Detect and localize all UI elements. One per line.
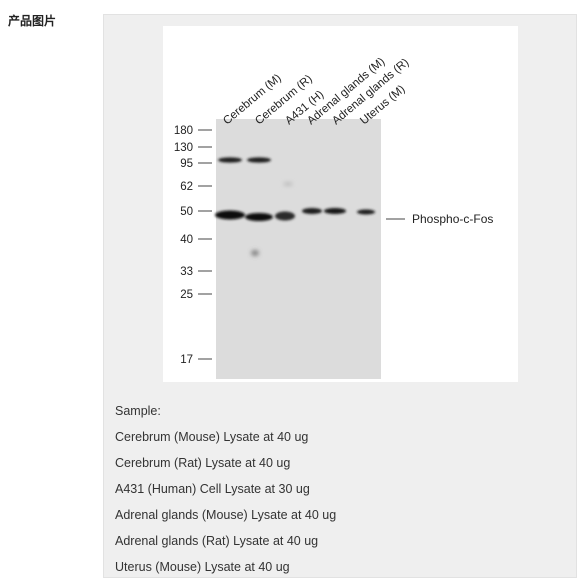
western-blot-figure: Cerebrum (M) Cerebrum (R) A431 (H) Adren… (174, 56, 493, 379)
mw-label: 25 (180, 289, 193, 301)
caption-line: Cerebrum (Mouse) Lysate at 40 ug (115, 430, 309, 444)
band (215, 210, 245, 220)
band (247, 157, 271, 163)
caption-line: Sample: (115, 404, 161, 418)
band (357, 209, 375, 215)
band (245, 213, 273, 221)
membrane (216, 119, 381, 379)
caption-line: Cerebrum (Rat) Lysate at 40 ug (115, 456, 291, 470)
background-smudges (251, 182, 293, 256)
mw-label: 17 (180, 354, 193, 366)
mw-label: 33 (180, 266, 193, 278)
mw-label: 40 (180, 234, 193, 246)
mw-label: 180 (174, 125, 193, 137)
caption-line: A431 (Human) Cell Lysate at 30 ug (115, 482, 310, 496)
band (324, 208, 346, 214)
band (275, 211, 295, 221)
band (302, 208, 322, 214)
lane-labels: Cerebrum (M) Cerebrum (R) A431 (H) Adren… (221, 56, 411, 128)
section-title: 产品图片 (8, 14, 57, 28)
product-image-panel: Cerebrum (M) Cerebrum (R) A431 (H) Adren… (103, 14, 577, 578)
target-label: Phospho-c-Fos (412, 212, 493, 226)
mw-label: 62 (180, 181, 193, 193)
western-blot-image[interactable]: Cerebrum (M) Cerebrum (R) A431 (H) Adren… (163, 26, 518, 382)
mw-label: 130 (174, 142, 193, 154)
caption-line: Adrenal glands (Mouse) Lysate at 40 ug (115, 508, 337, 522)
caption-line: Uterus (Mouse) Lysate at 40 ug (115, 560, 290, 574)
mw-label: 95 (180, 158, 193, 170)
bands (215, 157, 375, 221)
mw-label: 50 (180, 206, 193, 218)
sample-caption: Sample: Cerebrum (Mouse) Lysate at 40 ug… (115, 398, 336, 580)
caption-line: Adrenal glands (Rat) Lysate at 40 ug (115, 534, 319, 548)
mw-markers: 180 130 95 62 50 40 33 25 17 (174, 125, 212, 366)
band (218, 157, 242, 163)
